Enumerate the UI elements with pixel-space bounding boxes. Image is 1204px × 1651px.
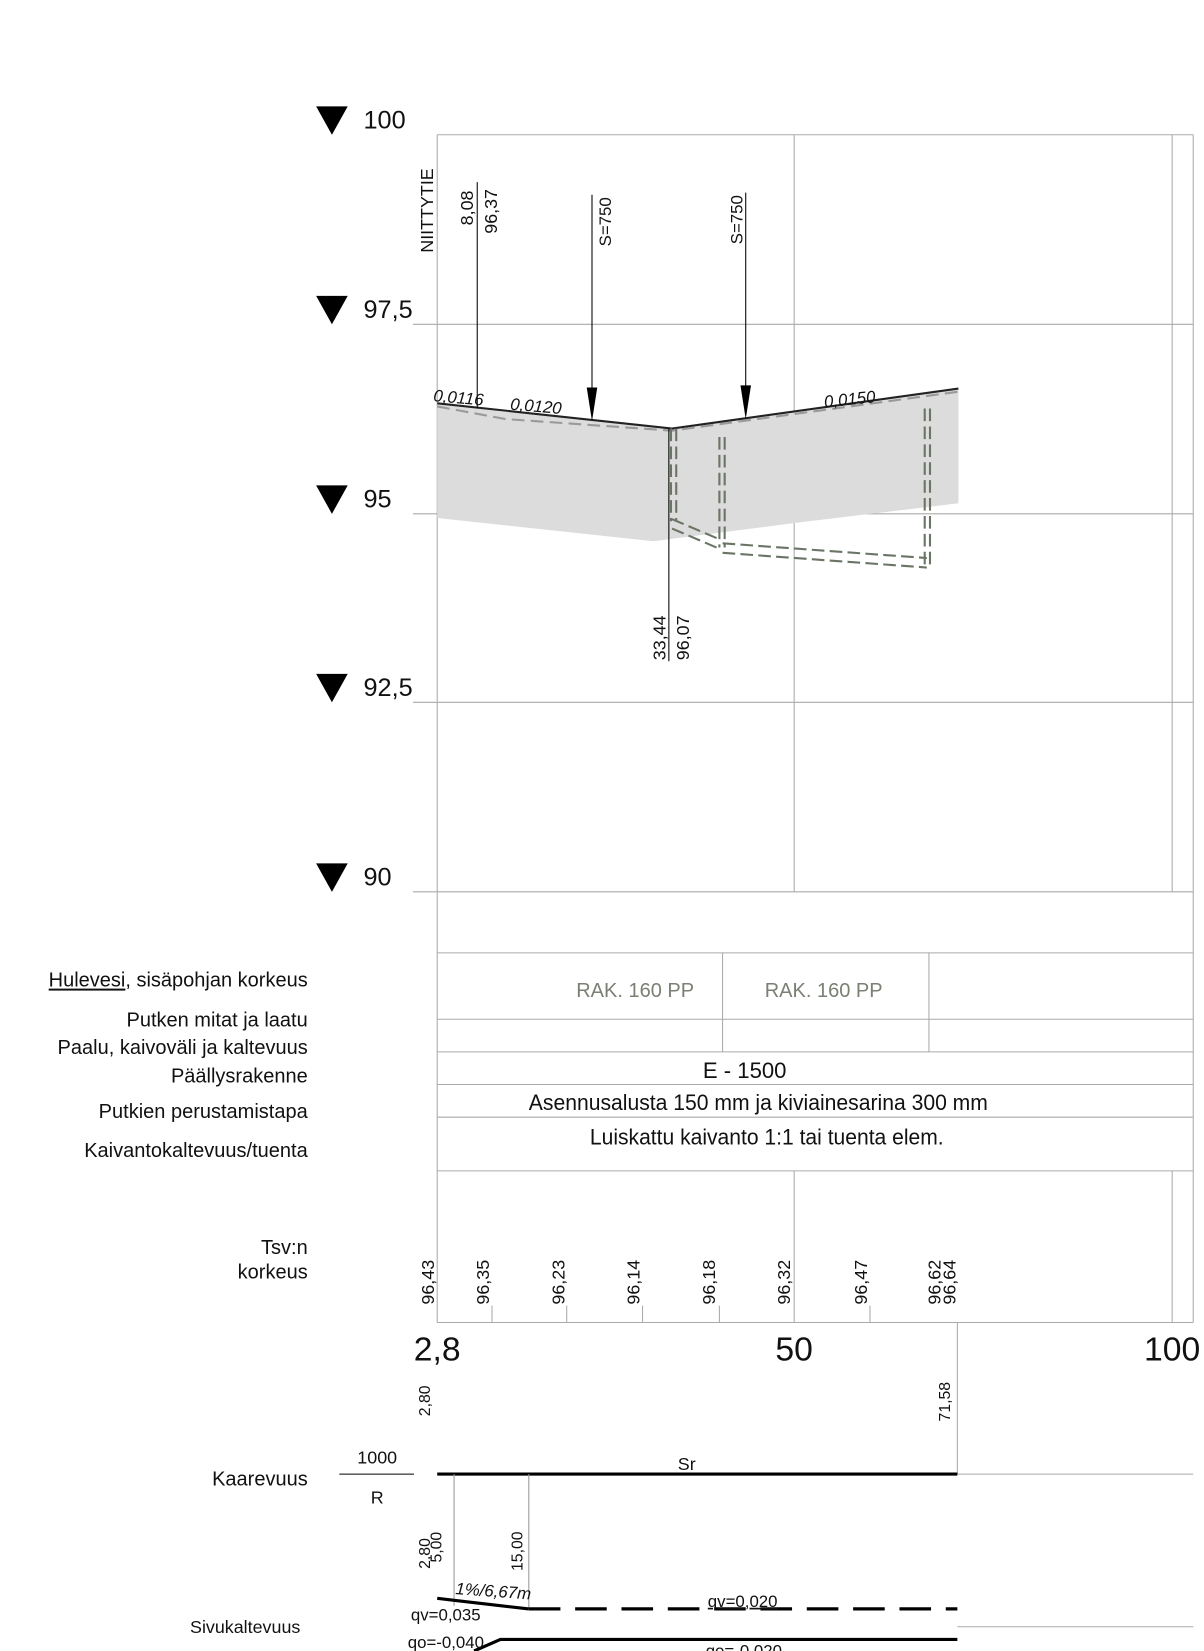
road-elevation: 96,35	[473, 1260, 493, 1305]
road-elevations: 96,43 96,35 96,23 96,14 96,18 96,32 96,47 96,62…	[418, 1260, 959, 1305]
well-station: 33,44	[650, 615, 670, 660]
station: 2,80	[417, 1538, 434, 1569]
well-elevation: 96,37	[481, 189, 501, 234]
road-elevation: 96,23	[549, 1260, 569, 1305]
elevation-label: 92,5	[364, 674, 413, 702]
foundation: Asennusalusta 150 mm ja kiviainesarina 3…	[529, 1090, 988, 1115]
road-elevation: 96,18	[699, 1260, 719, 1305]
qo: qo=-0,020	[706, 1641, 782, 1651]
elevation-label: 97,5	[364, 296, 413, 324]
elevation-label: 95	[364, 486, 392, 514]
design-line	[437, 390, 959, 432]
road-elevation: 96,64	[939, 1260, 959, 1305]
pipe-material: RAK. 160 PP	[576, 980, 694, 1002]
station-label: 50	[775, 1331, 812, 1368]
slope-label: 0,0120	[510, 395, 564, 418]
elevation-label: 100	[364, 106, 406, 134]
curvature-denominator: R	[371, 1488, 384, 1508]
station: 71,58	[937, 1382, 954, 1422]
curve-label: S=750	[596, 197, 615, 246]
trench-area	[437, 388, 959, 542]
slope-label: 0,0116	[433, 386, 485, 409]
curvature-numerator: 1000	[357, 1448, 397, 1468]
qv: qv=0,020	[708, 1592, 778, 1611]
row-label-underlined: Hulevesi	[49, 970, 126, 992]
row-label: Putkien perustamistapa	[99, 1101, 309, 1123]
row-label: Tsv:n	[261, 1237, 308, 1259]
road-elevation: 96,62	[925, 1260, 945, 1305]
road-elevation: 96,47	[851, 1260, 871, 1305]
arrowhead	[740, 385, 751, 420]
pavement: E - 1500	[703, 1058, 787, 1083]
qo-start: qo=-0,040	[408, 1633, 484, 1651]
pipe	[669, 408, 932, 569]
elevation-label: 90	[364, 864, 392, 892]
station: 2,80	[417, 1385, 434, 1416]
pipe-material: RAK. 160 PP	[765, 980, 883, 1002]
row-label: Putken mitat ja laatu	[126, 1010, 307, 1032]
qv-start: qv=0,035	[411, 1605, 481, 1624]
road-elevation: 96,14	[623, 1260, 643, 1305]
qv-line	[437, 1596, 529, 1611]
curve-label: S=750	[728, 195, 747, 244]
row-label: Hulevesi, sisäpohjan korkeus	[49, 970, 308, 992]
row-label: Paalu, kaivoväli ja kaltevuus	[58, 1037, 308, 1059]
row-label: Päällysrakenne	[171, 1065, 308, 1087]
excavation: Luiskattu kaivanto 1:1 tai tuenta elem.	[590, 1125, 944, 1150]
station-label: 2,8	[414, 1331, 461, 1368]
road-elevation: 96,32	[774, 1260, 794, 1305]
qo-line	[473, 1637, 958, 1651]
station: 5,00	[428, 1532, 445, 1563]
curvature-segment: Sr	[678, 1454, 696, 1474]
arrowhead	[586, 387, 598, 422]
road-elevation: 96,43	[418, 1260, 438, 1305]
elevation-markers	[316, 106, 348, 892]
transition: 1%/6,67m	[455, 1579, 532, 1603]
well-elevation: 96,07	[673, 615, 693, 660]
well-station: 8,08	[457, 190, 477, 225]
row-label: korkeus	[238, 1261, 308, 1283]
station-label: 100	[1144, 1331, 1200, 1368]
street-name: NIITTYTIE	[417, 168, 437, 252]
row-label: Kaarevuus	[212, 1469, 308, 1491]
row-label-rest: , sisäpohjan korkeus	[125, 970, 307, 992]
row-label: Sivukaltevuus	[190, 1617, 300, 1637]
row-label: Kaivantokaltevuus/tuenta	[84, 1140, 308, 1162]
grid	[412, 134, 1194, 1628]
station: 15,00	[510, 1531, 527, 1571]
